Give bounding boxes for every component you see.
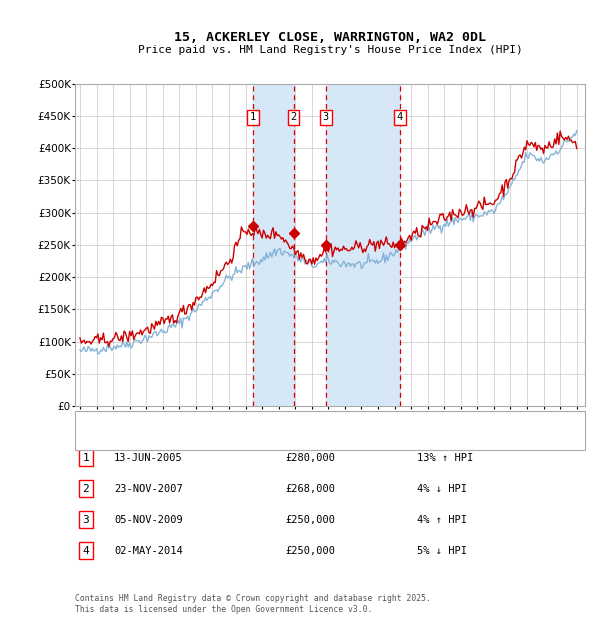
Bar [253,84,293,406]
Bar [326,84,400,406]
Text: 4% ↓ HPI: 4% ↓ HPI [417,484,467,494]
Text: 4: 4 [82,546,89,556]
Text: £250,000: £250,000 [285,515,335,525]
Text: 15, ACKERLEY CLOSE, WARRINGTON, WA2 0DL: 15, ACKERLEY CLOSE, WARRINGTON, WA2 0DL [174,31,486,44]
Text: 02-MAY-2014: 02-MAY-2014 [114,546,183,556]
Text: HPI: Average price, detached house, Warrington: HPI: Average price, detached house, Warr… [104,434,374,444]
Text: 5% ↓ HPI: 5% ↓ HPI [417,546,467,556]
Text: 05-NOV-2009: 05-NOV-2009 [114,515,183,525]
Text: Contains HM Land Registry data © Crown copyright and database right 2025.
This d: Contains HM Land Registry data © Crown c… [75,595,431,614]
Text: 13-JUN-2005: 13-JUN-2005 [114,453,183,463]
Text: 3: 3 [323,112,329,122]
Text: £280,000: £280,000 [285,453,335,463]
Text: 2: 2 [290,112,296,122]
Text: Price paid vs. HM Land Registry's House Price Index (HPI): Price paid vs. HM Land Registry's House … [137,45,523,55]
Text: £268,000: £268,000 [285,484,335,494]
Text: 3: 3 [82,515,89,525]
Text: 4: 4 [397,112,403,122]
Text: 13% ↑ HPI: 13% ↑ HPI [417,453,473,463]
Text: £250,000: £250,000 [285,546,335,556]
Text: 1: 1 [82,453,89,463]
Text: 15, ACKERLEY CLOSE, WARRINGTON, WA2 0DL (detached house): 15, ACKERLEY CLOSE, WARRINGTON, WA2 0DL … [104,417,433,427]
Text: 4% ↑ HPI: 4% ↑ HPI [417,515,467,525]
Text: 23-NOV-2007: 23-NOV-2007 [114,484,183,494]
Text: 2: 2 [82,484,89,494]
Text: 1: 1 [250,112,256,122]
